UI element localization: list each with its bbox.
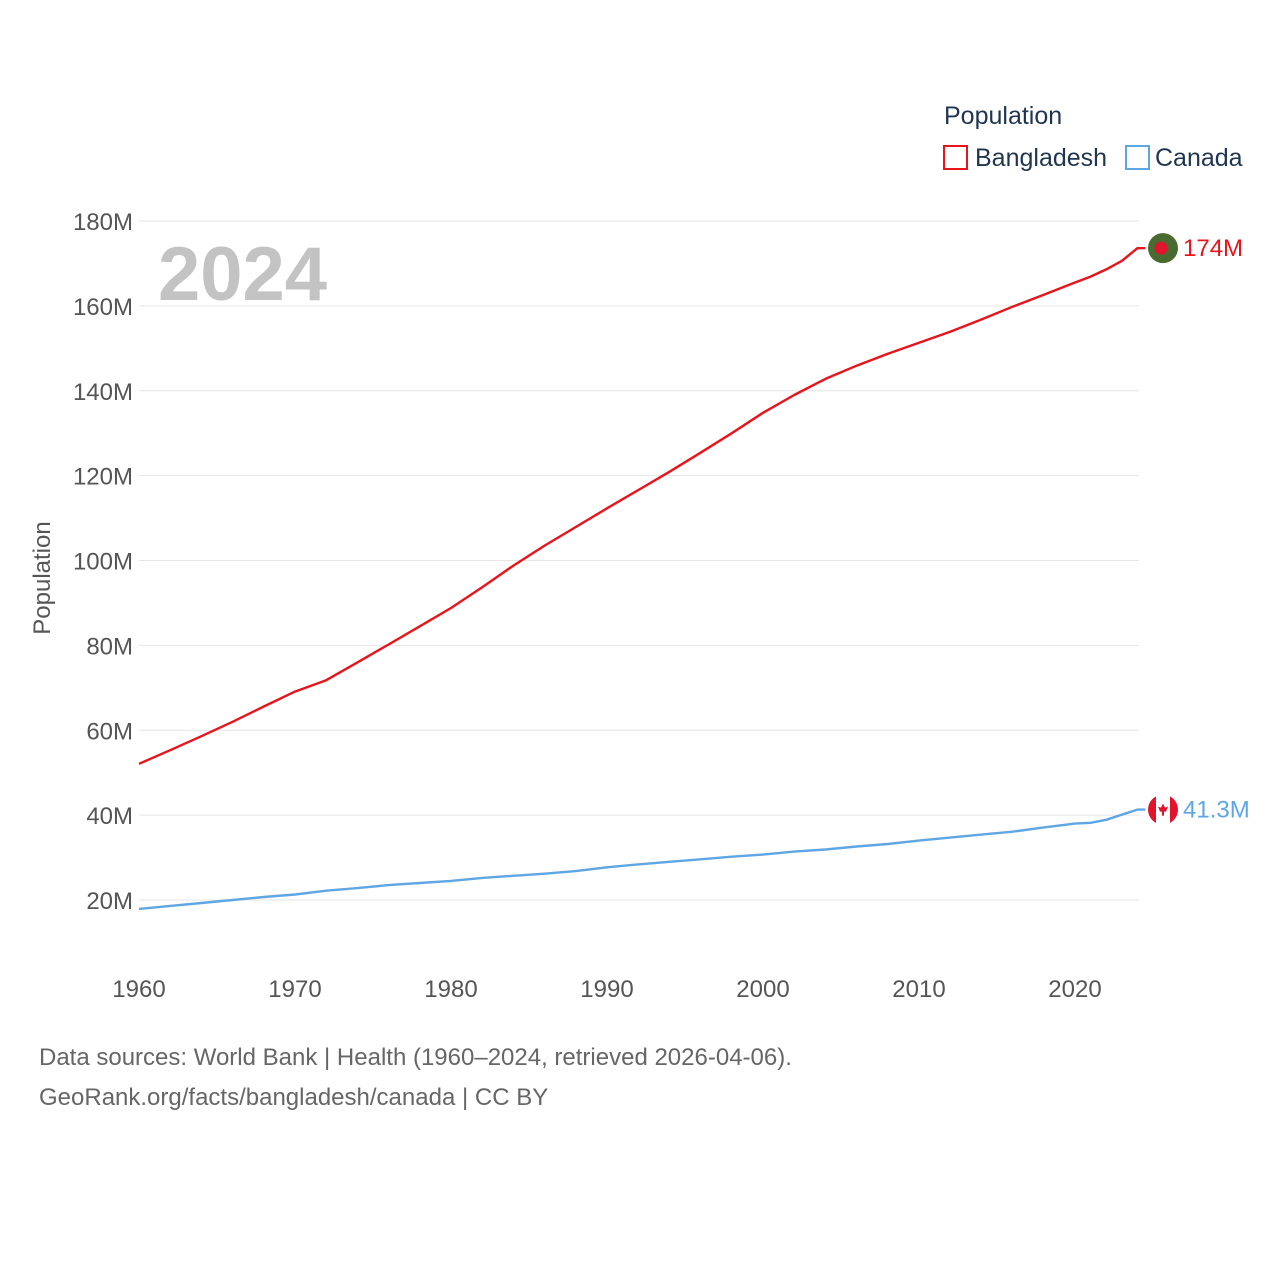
x-tick-label: 1960 — [112, 976, 165, 1003]
y-tick-label: 120M — [73, 464, 133, 491]
bangladesh-flag-icon — [1148, 233, 1178, 264]
y-tick-label: 80M — [86, 633, 133, 660]
gridlines — [139, 220, 1139, 901]
legend-swatch-canada — [1125, 145, 1150, 170]
legend-label-canada: Canada — [1155, 144, 1243, 172]
y-tick-label: 140M — [73, 379, 133, 406]
flag-band-right — [1170, 794, 1178, 825]
y-axis-title: Population — [29, 521, 56, 634]
y-tick-label: 40M — [86, 803, 133, 830]
y-axis-ticks: 20M 40M 60M 80M 100M 120M 140M 160M 180M — [73, 209, 133, 915]
series-lines — [138, 246, 1146, 911]
year-label: 2024 — [158, 232, 327, 317]
flag-band-left — [1148, 794, 1156, 825]
y-tick-label: 100M — [73, 549, 133, 576]
y-tick-label: 160M — [73, 294, 133, 321]
legend: Population Bangladesh Canada — [943, 102, 1243, 172]
legend-title: Population — [944, 102, 1062, 130]
y-tick-label: 60M — [86, 718, 133, 745]
x-tick-label: 1970 — [268, 976, 321, 1003]
end-value-label-bangladesh: 174M — [1183, 235, 1243, 262]
x-tick-label: 2000 — [736, 976, 789, 1003]
y-tick-label: 20M — [86, 888, 133, 915]
legend-item-canada[interactable]: Canada — [1125, 144, 1243, 172]
legend-label-bangladesh: Bangladesh — [975, 144, 1107, 172]
footer-data-sources: Data sources: World Bank | Health (1960–… — [39, 1044, 792, 1071]
x-tick-label: 2010 — [892, 976, 945, 1003]
end-value-label-canada: 41.3M — [1183, 797, 1250, 824]
series-line-bangladesh — [138, 246, 1146, 765]
x-axis-ticks: 1960 1970 1980 1990 2000 2010 2020 — [112, 976, 1101, 1003]
series-line-canada — [138, 808, 1146, 911]
y-tick-label: 180M — [73, 209, 133, 236]
flag-disc — [1154, 241, 1168, 255]
legend-item-bangladesh[interactable]: Bangladesh — [943, 144, 1107, 172]
legend-swatch-bangladesh — [943, 145, 968, 170]
maple-leaf-icon — [1158, 803, 1168, 816]
x-tick-label: 2020 — [1048, 976, 1101, 1003]
canada-flag-icon — [1148, 794, 1178, 825]
end-markers: 174M 41.3M — [1148, 233, 1250, 825]
x-tick-label: 1980 — [424, 976, 477, 1003]
footer-credit: GeoRank.org/facts/bangladesh/canada | CC… — [39, 1084, 549, 1111]
x-tick-label: 1990 — [580, 976, 633, 1003]
